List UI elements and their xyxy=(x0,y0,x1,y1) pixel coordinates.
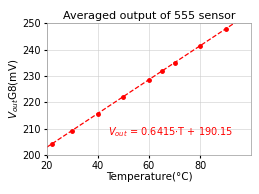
Y-axis label: $V_{out}$G8(mV): $V_{out}$G8(mV) xyxy=(8,59,21,119)
Text: $V_{out}$ = 0.6415$\cdot$T + 190.15: $V_{out}$ = 0.6415$\cdot$T + 190.15 xyxy=(108,125,233,139)
Title: Averaged output of 555 sensor: Averaged output of 555 sensor xyxy=(63,11,235,21)
X-axis label: Temperature(°C): Temperature(°C) xyxy=(106,172,192,182)
